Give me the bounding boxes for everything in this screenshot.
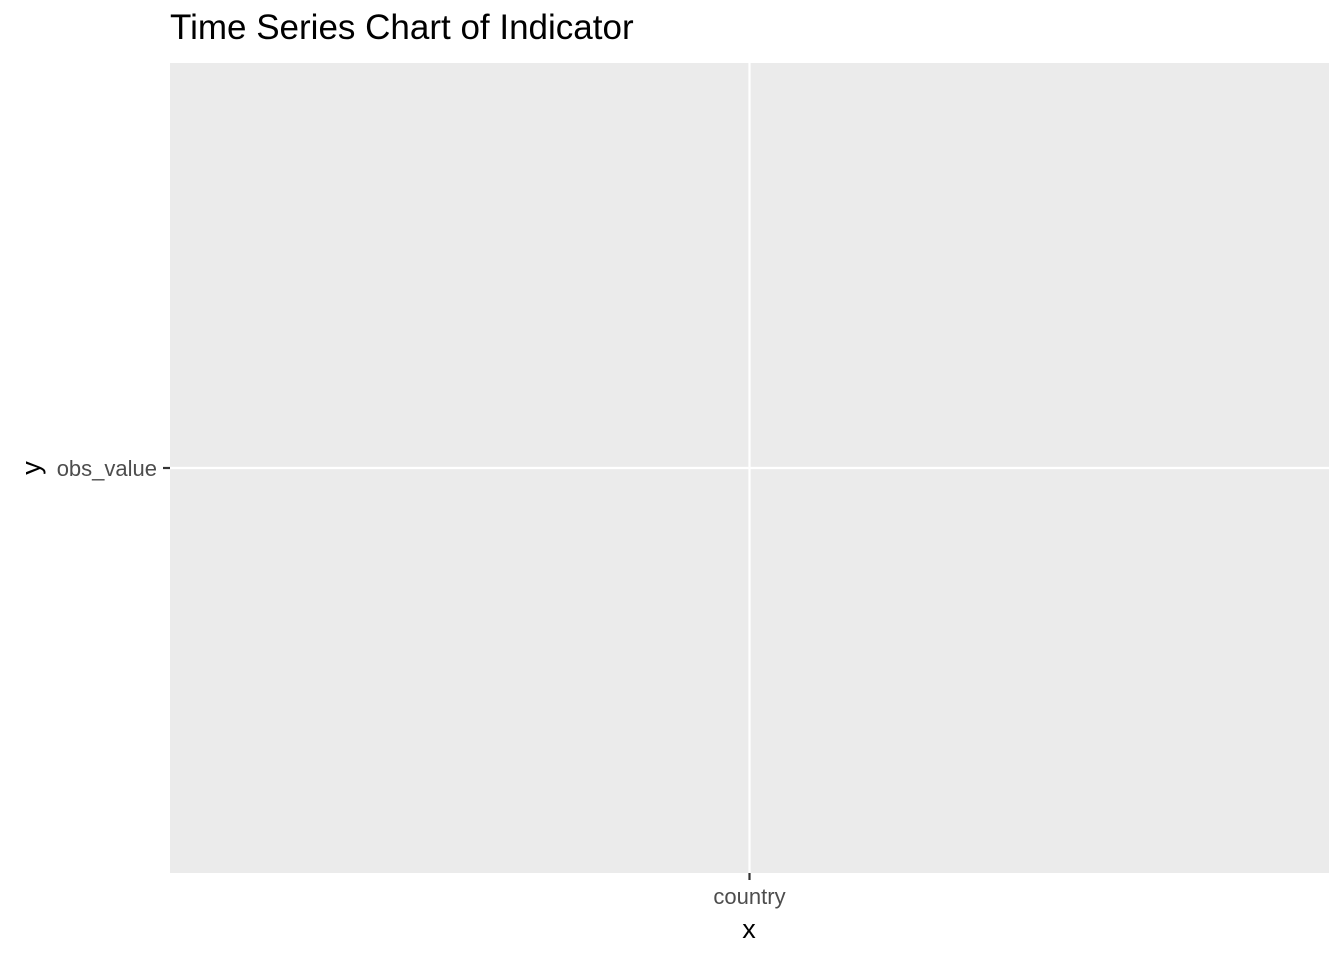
- axis-tick-labels: country obs_value: [57, 456, 786, 909]
- chart-title: Time Series Chart of Indicator: [170, 8, 634, 47]
- x-axis-title: x: [742, 914, 756, 944]
- x-tick-label: country: [713, 884, 785, 909]
- y-axis-title: y: [16, 461, 46, 475]
- axis-ticks: [163, 466, 751, 880]
- y-tick-label: obs_value: [57, 456, 157, 481]
- grid-lines: [170, 63, 1329, 873]
